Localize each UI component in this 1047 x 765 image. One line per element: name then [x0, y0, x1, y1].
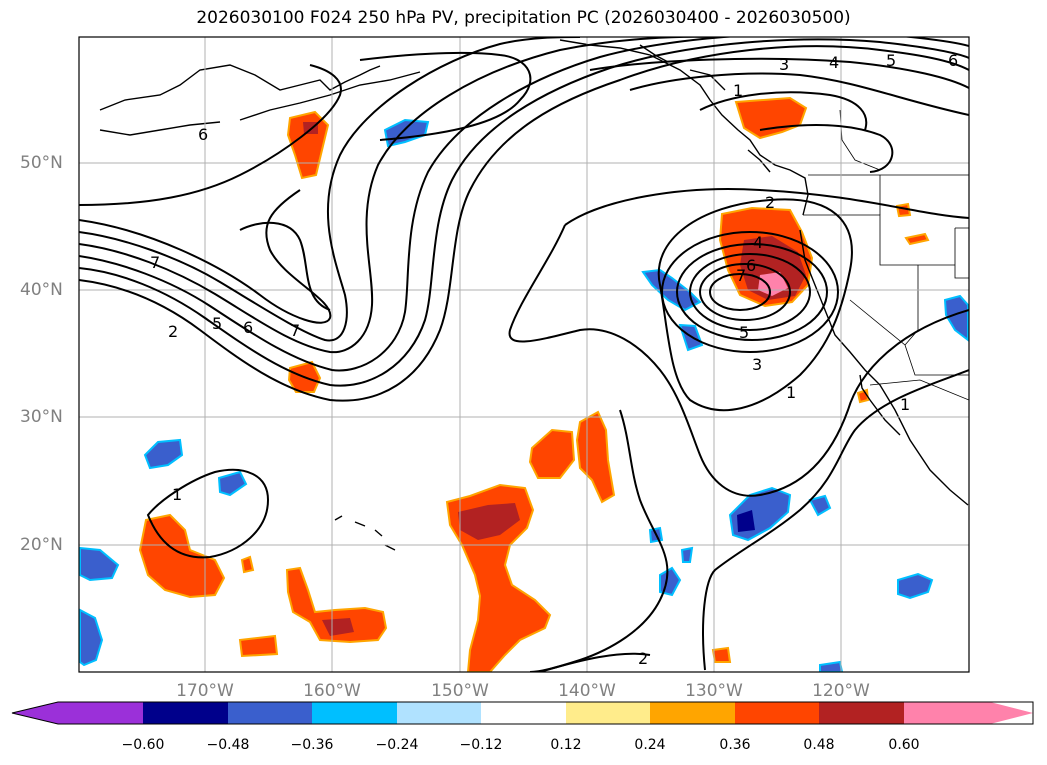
contour-label: 2	[638, 649, 648, 668]
colorbar-segment	[228, 702, 312, 724]
contour-labels: 1 2 3 4 5 6 7 6 7 5 6 7 2 1 3 4 5 6 2 1 …	[150, 51, 958, 668]
colorbar-tick-label: 0.48	[803, 737, 835, 753]
contour-label: 2	[168, 322, 178, 341]
fill-wc2-core	[322, 618, 354, 636]
contour-label: 4	[753, 233, 763, 252]
contour-label: 5	[739, 323, 749, 342]
fill-cutoff-core	[740, 236, 806, 300]
colorbar-segment	[566, 702, 650, 724]
contour-label: 4	[829, 53, 839, 72]
fill-gulf-alaska	[734, 96, 808, 140]
fill-central-north-1	[528, 428, 576, 479]
pv-contours	[79, 37, 969, 672]
contour-label: 1	[786, 383, 796, 402]
contour-label: 7	[150, 253, 160, 272]
lat-label-20n: 20°N	[20, 535, 63, 555]
fill-south-small	[711, 646, 732, 663]
fill-west-central-2	[285, 566, 388, 644]
colorbar-segment	[312, 702, 397, 724]
contour-label: 6	[746, 256, 756, 275]
colorbar-segment	[397, 702, 481, 724]
lon-label-140w: 140°W	[558, 681, 616, 701]
lat-label-40n: 40°N	[20, 280, 63, 300]
lon-label-170w: 170°W	[176, 681, 234, 701]
contour-label: 7	[290, 321, 300, 340]
lon-label-120w: 120°W	[812, 681, 870, 701]
colorbar-segment	[12, 702, 143, 724]
colorbar-tick-label: 0.12	[550, 737, 582, 753]
colorbar-tick-label: −0.48	[206, 737, 250, 753]
lon-label-160w: 160°W	[303, 681, 361, 701]
precip-positive-fills	[138, 96, 930, 672]
colorbar-tick-label: 0.60	[888, 737, 920, 753]
colorbar-segment	[143, 702, 228, 724]
contour-label: 6	[198, 125, 208, 144]
contour-label: 1	[733, 81, 743, 100]
colorbar-segment	[904, 702, 1033, 724]
contour-label: 3	[779, 55, 789, 74]
fill-wc-small	[238, 634, 279, 658]
colorbar-tick-label: −0.12	[459, 737, 503, 753]
neg-se-1-core	[737, 510, 755, 532]
fill-central-north-2	[575, 410, 616, 504]
gridlines	[79, 37, 969, 672]
colorbar-tick-label: 0.36	[719, 737, 751, 753]
neg-west-1	[143, 438, 184, 470]
contour-label: 1	[172, 485, 182, 504]
colorbar-tick-label: −0.60	[121, 737, 165, 753]
neg-se-6	[819, 660, 844, 672]
colorbar-segment	[735, 702, 819, 724]
contour-label: 5	[886, 51, 896, 70]
map-canvas: 1 2 3 4 5 6 7 6 7 5 6 7 2 1 3 4 5 6 2 1 …	[78, 36, 970, 673]
fill-central-band-core	[458, 503, 520, 540]
colorbar-segment	[481, 702, 566, 724]
neg-small-1	[680, 546, 694, 563]
contour-label: 7	[736, 266, 746, 285]
colorbar-tick-label: 0.24	[634, 737, 666, 753]
contour-label: 5	[212, 314, 222, 333]
colorbar-segment	[650, 702, 735, 724]
contour-label: 3	[752, 355, 762, 374]
neg-se-4	[808, 494, 832, 517]
neg-west-3	[79, 546, 120, 582]
precip-negative-fills	[79, 118, 969, 672]
colorbar-tick-label: −0.36	[290, 737, 334, 753]
fill-west-central-1	[138, 513, 226, 599]
neg-se-5	[897, 572, 934, 600]
neg-west-2	[217, 470, 248, 497]
contour-label: 6	[243, 318, 253, 337]
colorbar-tick-label: −0.24	[375, 737, 419, 753]
fill-east-coast-2	[904, 232, 930, 246]
lon-label-130w: 130°W	[685, 681, 743, 701]
lon-label-150w: 150°W	[431, 681, 489, 701]
map-title: 2026030100 F024 250 hPa PV, precipitatio…	[196, 8, 851, 28]
colorbar-segment	[819, 702, 904, 724]
fill-wc-small-2	[240, 555, 255, 574]
colorbar	[11, 701, 1034, 725]
neg-west-4	[79, 608, 104, 667]
neg-east-3	[943, 294, 969, 343]
contour-label: 2	[765, 193, 775, 212]
lat-label-50n: 50°N	[20, 153, 63, 173]
contour-label: 1	[900, 395, 910, 414]
contour-label: 6	[948, 51, 958, 70]
lat-label-30n: 30°N	[20, 407, 63, 427]
